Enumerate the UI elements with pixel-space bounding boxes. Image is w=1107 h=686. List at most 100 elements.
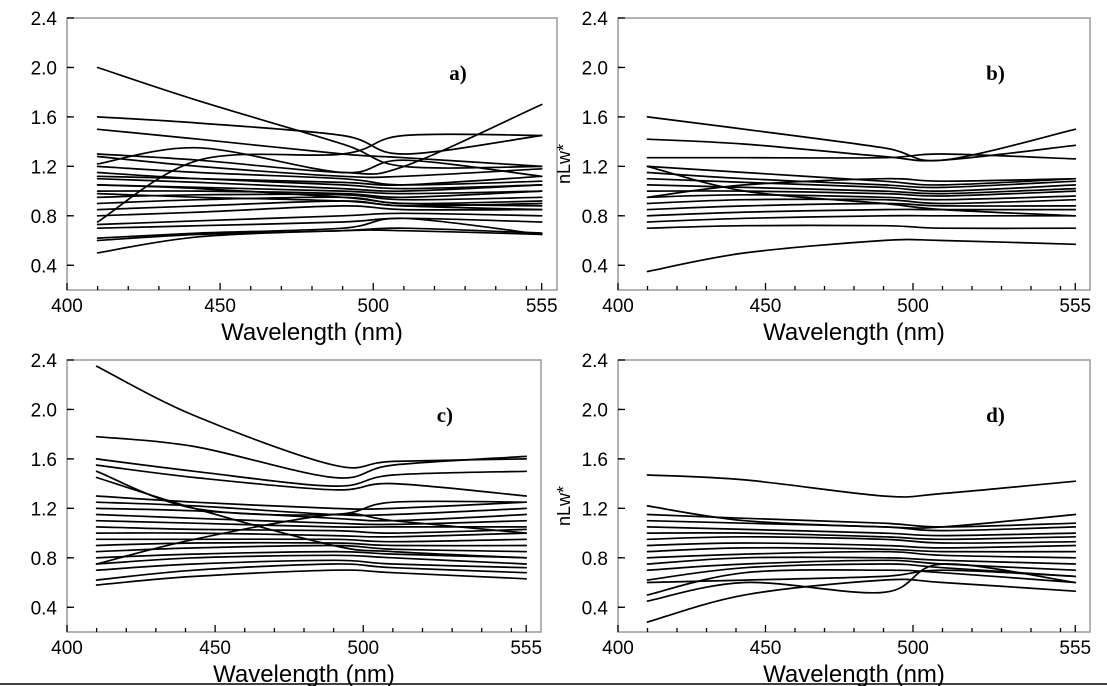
y-tick-label: 2.4 [31,9,58,30]
series-line [95,464,528,497]
x-axis-title: Wavelength (nm) [763,319,945,346]
y-tick-label: 2.4 [582,9,609,30]
panel-label: b) [986,61,1005,85]
series-line [646,563,1077,581]
series-line [96,192,543,211]
series-line [95,512,528,565]
series-line [646,542,1077,549]
series-line [95,501,528,517]
y-tick-label: 0.4 [31,256,58,277]
series-line [95,513,528,526]
series-line [646,238,1077,273]
y-tick-label: 1.6 [582,108,608,129]
y-tick-label: 1.6 [582,450,608,471]
series-line [96,217,543,239]
y-tick-label: 1.2 [582,499,608,520]
series-line [646,202,1077,211]
x-tick-label: 500 [357,296,389,317]
x-tick-label: 400 [51,296,83,317]
series-line [95,495,528,510]
y-tick-label: 2.0 [31,400,57,421]
x-tick-label: 450 [750,638,782,659]
series-line [646,198,1077,205]
x-tick-label: 555 [1059,638,1091,659]
series-line [95,569,528,586]
series-line [646,190,1077,197]
series-group [96,66,543,254]
y-tick-label: 0.8 [31,549,57,570]
series-line [96,165,543,186]
series-line [646,519,1077,532]
y-tick-label: 2.0 [582,400,608,421]
y-tick-label: 0.4 [582,598,609,619]
series-line [646,177,1077,192]
series-line [646,559,1077,572]
series-line [646,531,1077,541]
series-line [646,116,1077,162]
series-line [95,538,528,543]
x-tick-label: 450 [204,296,236,317]
panel-b: 0.4 0.8 1.2 1.6 2.0 2.4 400 450 500 555 Wavelength… [554,9,1091,346]
series-line [646,177,1077,199]
series-line [96,116,543,155]
series-line [95,519,528,529]
series-line [96,146,543,178]
y-tick-label: 0.4 [582,256,609,277]
x-tick-label: 400 [51,638,83,659]
x-tick-label: 450 [199,638,231,659]
x-tick-label: 555 [1059,296,1091,317]
series-line [96,171,543,190]
plot-frame [66,359,542,633]
x-axis-title: Wavelength (nm) [763,661,945,686]
series-line [96,184,543,207]
series-line [646,578,1077,623]
series-line [646,224,1077,230]
x-tick-label: 555 [526,296,558,317]
y-axis-title: nLw* [554,486,574,526]
y-tick-label: 1.6 [31,450,57,471]
series-line [95,541,528,547]
x-tick-label: 500 [347,638,379,659]
series-line [646,165,1077,186]
series-group [95,365,528,586]
series-group [646,116,1077,273]
series-line [95,458,528,487]
series-line [96,217,543,230]
series-line [96,229,543,254]
panel-d: 0.4 0.8 1.2 1.6 2.0 2.4 400 450 500 555 Wavelength… [554,351,1091,686]
y-tick-label: 0.8 [31,207,57,228]
series-line [96,177,543,193]
x-tick-label: 555 [510,638,542,659]
series-line [646,513,1077,528]
y-tick-label: 2.4 [31,351,58,372]
x-tick-label: 500 [897,638,929,659]
series-line [95,550,528,559]
y-tick-label: 2.4 [582,351,609,372]
series-line [95,554,528,565]
series-line [646,550,1077,559]
series-line [95,470,528,516]
panel-label: d) [986,403,1005,427]
series-line [646,569,1077,596]
series-line [95,559,528,572]
series-line [96,190,543,199]
y-tick-label: 2.0 [31,58,57,79]
x-tick-label: 400 [602,296,634,317]
series-line [646,208,1077,217]
y-tick-label: 1.6 [31,108,57,129]
series-line [646,556,1077,565]
series-line [96,212,543,226]
series-line [646,526,1077,537]
x-axis-title: Wavelength (nm) [213,661,395,686]
series-line [646,193,1077,201]
y-tick-label: 1.2 [582,157,608,178]
series-line [96,133,543,223]
series-line [96,66,543,169]
y-tick-label: 0.8 [582,549,608,570]
series-line [646,474,1077,498]
y-tick-label: 1.2 [31,157,57,178]
series-line [95,526,528,534]
panel-c: 0.4 0.8 1.2 1.6 2.0 2.4 400 450 500 555 Wavelength… [31,351,542,686]
series-line [95,532,528,538]
